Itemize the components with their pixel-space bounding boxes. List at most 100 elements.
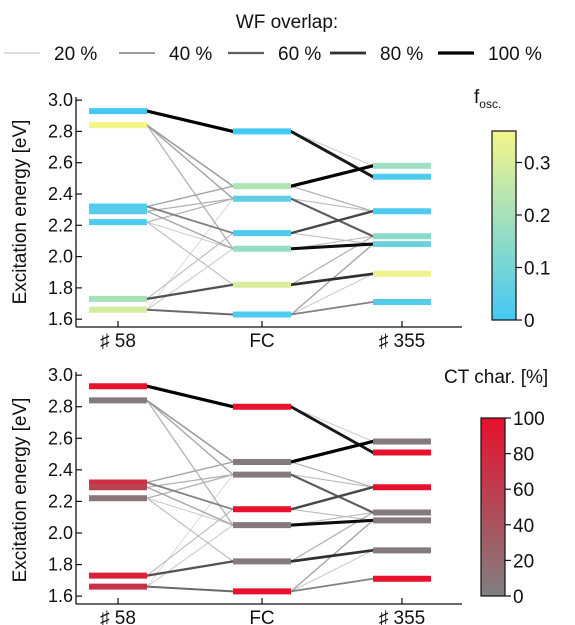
overlap-connection: [146, 232, 234, 300]
overlap-connection: [290, 549, 374, 592]
y-tick-label: 2.6: [48, 428, 73, 448]
y-tick-label: 2.8: [48, 397, 73, 417]
y-tick-label: 2.2: [48, 215, 73, 235]
y-tick-label: 2.0: [48, 247, 73, 267]
legend-label: 60 %: [278, 44, 321, 65]
overlap-connection: [146, 198, 234, 223]
bottom-colorbar: CT char. [%] 0 20 40 60 80 100: [444, 367, 548, 608]
overlap-connection: [146, 474, 234, 588]
overlap-connection: [146, 210, 234, 250]
overlap-connection: [146, 205, 234, 235]
overlap-connection: [146, 221, 234, 250]
overlap-connection: [146, 524, 234, 588]
top-colorbar-gradient: [491, 130, 517, 321]
overlap-connection: [289, 549, 375, 563]
bottom-axes: 1.6 1.8 2.0 2.2 2.4 2.6 2.8 3.0 ♯ 58 FC ♯ 355: [48, 365, 462, 625]
overlap-connection: [146, 248, 234, 311]
colorbar-tick-label: 0: [524, 311, 535, 332]
x-category-label: ♯ 58: [100, 331, 136, 352]
overlap-connection: [145, 560, 235, 577]
y-tick-label: 1.8: [48, 278, 73, 298]
colorbar-tick-label: 20: [513, 551, 534, 572]
overlap-connection: [290, 185, 374, 212]
overlap-connection: [289, 518, 375, 527]
top-colorbar-ticks: 0 0.1 0.2 0.3: [516, 154, 550, 332]
y-tick-label: 1.6: [48, 586, 73, 606]
overlap-connection: [146, 508, 234, 577]
bottom-colorbar-ticks: 0 20 40 60 80 100: [505, 409, 545, 608]
overlap-connection: [290, 508, 374, 521]
y-tick-label: 2.8: [48, 121, 73, 141]
overlap-connection: [289, 164, 375, 188]
y-tick-label: 3.0: [48, 365, 73, 385]
y-tick-label: 2.4: [48, 460, 73, 480]
top-colorbar-title-sub: osc.: [479, 97, 501, 111]
top-panel-oscillator-strength: Excitation energy [eV] 1.6 1.8 2.0 2.2 2.4 2.…: [10, 87, 550, 352]
overlap-connection: [146, 497, 234, 562]
colorbar-tick-label: 40: [513, 516, 534, 537]
overlap-connection: [289, 210, 375, 235]
legend-label: 80 %: [380, 44, 423, 65]
legend-title: WF overlap:: [236, 12, 338, 33]
overlap-connection: [146, 497, 234, 526]
overlap-connection: [146, 198, 234, 212]
overlap-connection: [146, 473, 234, 488]
overlap-connection: [289, 242, 375, 251]
legend-items: 20 % 40 % 60 % 80 % 100 %: [4, 44, 542, 65]
overlap-connection: [146, 198, 234, 311]
overlap-connection: [289, 272, 375, 287]
overlap-connection: [290, 577, 374, 593]
overlap-connection: [146, 399, 234, 463]
top-axes: 1.6 1.8 2.0 2.2 2.4 2.6 2.8 3.0 ♯ 58 FC ♯ 355: [48, 90, 462, 352]
colorbar-tick-label: 80: [513, 445, 534, 466]
y-tick-label: 3.0: [48, 90, 73, 110]
top-colorbar: fosc. 0 0.1 0.2 0.3: [474, 87, 550, 332]
overlap-connection: [145, 109, 235, 134]
top-colorbar-title: fosc.: [474, 87, 501, 111]
overlap-connection: [290, 461, 374, 488]
overlap-connection: [290, 474, 374, 488]
bottom-connection-lines: [145, 384, 375, 593]
overlap-connection: [289, 473, 375, 514]
y-tick-label: 2.2: [48, 491, 73, 511]
overlap-connection: [146, 486, 234, 526]
overlap-connection: [146, 399, 234, 476]
top-energy-levels: [89, 108, 431, 318]
colorbar-tick-label: 0.2: [524, 206, 550, 227]
bottom-y-axis-label: Excitation energy [eV]: [10, 398, 31, 583]
x-category-label: FC: [249, 331, 274, 352]
overlap-connection: [146, 461, 234, 484]
overlap-connection: [145, 308, 235, 316]
overlap-connection: [145, 585, 235, 593]
overlap-connection: [290, 273, 374, 315]
overlap-connection: [146, 221, 234, 286]
y-tick-label: 2.6: [48, 153, 73, 173]
overlap-connection: [289, 197, 375, 238]
y-tick-label: 1.6: [48, 309, 73, 329]
overlap-connection: [289, 486, 375, 511]
overlap-connection: [146, 481, 234, 511]
colorbar-tick-label: 60: [513, 480, 534, 501]
x-category-label: ♯ 58: [100, 608, 136, 625]
overlap-connection: [290, 301, 374, 316]
x-category-label: FC: [249, 608, 274, 625]
top-connection-lines: [145, 109, 375, 316]
legend-label: 40 %: [169, 44, 212, 65]
bottom-panel-ct-character: Excitation energy [eV] 1.6 1.8 2.0 2.2 2.4 2.…: [10, 365, 548, 625]
bottom-energy-levels: [89, 383, 431, 595]
overlap-connection: [145, 384, 235, 409]
colorbar-tick-label: 0.3: [524, 154, 550, 175]
colorbar-tick-label: 0.1: [524, 259, 550, 280]
y-tick-label: 2.4: [48, 184, 73, 204]
top-colorbar-title-main: f: [474, 87, 480, 108]
y-tick-label: 1.8: [48, 555, 73, 575]
overlap-connection: [290, 232, 374, 245]
bottom-colorbar-gradient: [480, 417, 506, 597]
overlap-connection: [290, 130, 374, 167]
colorbar-tick-label: 0: [513, 587, 524, 608]
y-tick-label: 2.0: [48, 523, 73, 543]
colorbar-tick-label: 100: [513, 409, 545, 430]
x-category-label: ♯ 355: [379, 331, 425, 352]
top-y-axis-label: Excitation energy [eV]: [10, 120, 31, 305]
